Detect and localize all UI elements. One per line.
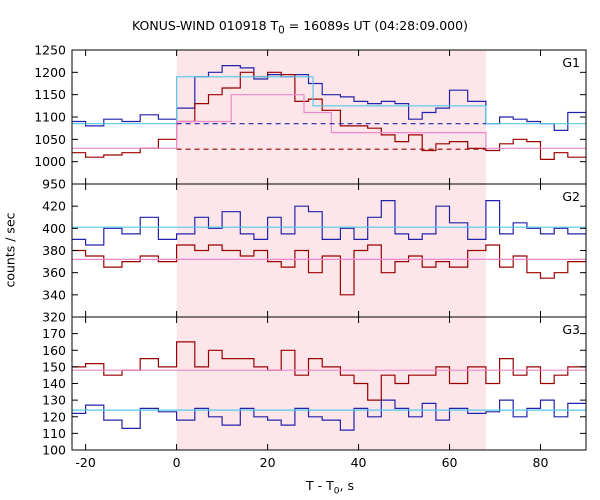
g1-ytick-label: 1150 [34, 87, 66, 102]
g2-ytick-label: 380 [42, 243, 66, 258]
g1-series-2-lightblue [72, 76, 586, 125]
xtick-label: 80 [533, 455, 549, 470]
g1-ytick-label: 1250 [34, 43, 66, 58]
g1-ytick-label: 1100 [34, 110, 66, 125]
chart-title: KONUS-WIND 010918 T0 = 16089s UT (04:28:… [132, 18, 468, 37]
xtick-label: 40 [351, 455, 367, 470]
g1-panel-label: G1 [562, 55, 580, 70]
g3-series-0-blue [72, 399, 586, 431]
g3-series-1-darkred [72, 341, 586, 401]
g3-ytick-label: 110 [42, 426, 66, 441]
xtick-label: 0 [173, 455, 181, 470]
g2-ytick-label: 360 [42, 265, 66, 280]
g1-ytick-label: 1050 [34, 132, 66, 147]
g2-ytick-label: 340 [42, 287, 66, 302]
xtick-label: 60 [442, 455, 458, 470]
g3-ytick-label: 120 [42, 409, 66, 424]
g2-panel-label: G2 [562, 189, 580, 204]
xtick-label: 20 [260, 455, 276, 470]
g2-ytick-label: 320 [42, 310, 66, 325]
g3-ytick-label: 170 [42, 326, 66, 341]
g1-ytick-label: 950 [42, 177, 66, 192]
g2-series-0-blue [72, 200, 586, 246]
g3-shaded-interval [176, 317, 486, 450]
g2-ytick-label: 400 [42, 221, 66, 236]
g3-ytick-label: 150 [42, 359, 66, 374]
xtick-label: -20 [75, 455, 95, 470]
g1-series-3-pink [72, 94, 586, 149]
g3-ytick-label: 160 [42, 343, 66, 358]
g1-ytick-label: 1200 [34, 65, 66, 80]
g3-ytick-label: 100 [42, 443, 66, 458]
x-axis-label: T - T0, s [306, 478, 354, 497]
g3-ytick-label: 140 [42, 376, 66, 391]
g3-panel-label: G3 [562, 322, 580, 337]
g2-ytick-label: 420 [42, 199, 66, 214]
g1-ytick-label: 1000 [34, 154, 66, 169]
g3-ytick-label: 130 [42, 393, 66, 408]
